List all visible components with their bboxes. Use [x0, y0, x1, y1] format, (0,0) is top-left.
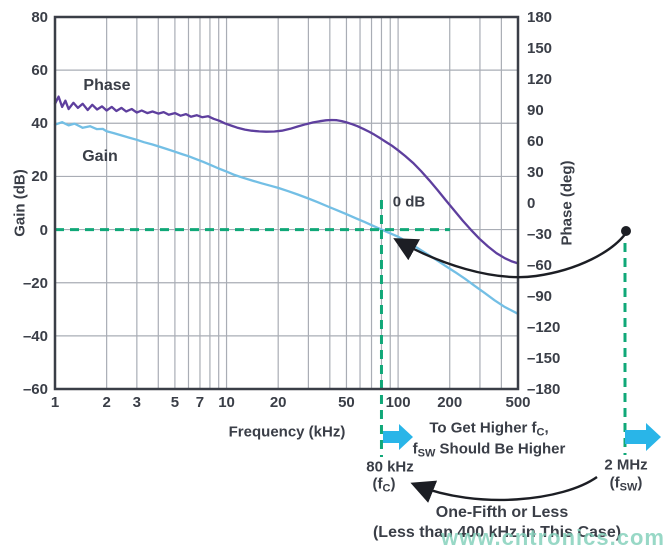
one-fifth-note-line2: (Less than 400 kHz in This Case) — [372, 524, 622, 541]
switching-frequency-label: 2 MHz — [604, 456, 648, 474]
gain-tick-label: –40 — [22, 327, 48, 345]
gain-tick-label: 40 — [31, 115, 48, 133]
phase-curve — [53, 95, 520, 265]
phase-tick-label: 30 — [527, 164, 544, 181]
phase-tick-label: –60 — [527, 257, 553, 274]
gain-tick-label: 0 — [39, 221, 48, 239]
left-y-axis-title: Gain (dB) — [11, 169, 29, 237]
x-tick-label: 5 — [170, 394, 180, 411]
phase-tick-label: 60 — [527, 133, 544, 150]
x-tick-label: 10 — [218, 394, 235, 411]
x-tick-label: 7 — [195, 394, 205, 411]
x-tick-label: 2 — [102, 394, 111, 411]
phase-tick-label: 180 — [527, 9, 553, 26]
phase-tick-label: 150 — [527, 40, 553, 57]
crossover-frequency-label: 80 kHz — [366, 458, 414, 476]
phase-tick-label: 120 — [527, 71, 553, 88]
switching-right-arrow-icon — [625, 423, 661, 451]
right-y-axis-title: Phase (deg) — [558, 160, 576, 246]
gain-tick-label: –20 — [22, 274, 48, 292]
x-tick-label: 100 — [385, 394, 411, 411]
gain-curve — [53, 121, 520, 315]
one-fifth-arrow — [410, 476, 598, 503]
gain-tick-label: 20 — [31, 168, 48, 186]
phase-tick-label: 0 — [527, 195, 536, 212]
x-tick-label: 50 — [338, 394, 355, 411]
phase-tick-label: 90 — [527, 102, 544, 119]
phase-tick-label: –90 — [527, 288, 553, 305]
phase-tick-label: –180 — [527, 381, 561, 398]
crossover-fc-label: (fC) — [372, 475, 396, 495]
x-tick-label: 20 — [269, 394, 287, 411]
note-higher-fc-line2: fSW Should Be Higher — [412, 440, 566, 460]
one-fifth-note-line1: One-Fifth or Less — [435, 504, 569, 521]
phase-series-label: Phase — [83, 77, 131, 94]
phase-tick-label: –30 — [527, 226, 553, 243]
fsw-point-dot — [621, 226, 631, 236]
x-tick-label: 1 — [50, 394, 60, 411]
x-tick-label: 3 — [132, 394, 142, 411]
zero-db-annotation: 0 dB — [392, 193, 426, 211]
gain-series-label: Gain — [82, 148, 118, 165]
plot-border — [53, 15, 520, 391]
note-higher-fc-line1: To Get Higher fC, — [429, 419, 549, 439]
phase-tick-label: –150 — [527, 350, 561, 367]
x-axis-title: Frequency (kHz) — [228, 423, 346, 441]
gain-tick-label: –60 — [22, 381, 48, 398]
gain-tick-label: 60 — [31, 62, 48, 80]
fsw-to-crossover-arrow — [393, 232, 627, 279]
phase-tick-label: –120 — [527, 319, 561, 336]
x-tick-label: 200 — [437, 394, 463, 411]
crossover-right-arrow-icon — [383, 424, 413, 450]
x-tick-label: 500 — [505, 394, 531, 411]
switching-fsw-label: (fSW) — [609, 474, 643, 494]
gain-tick-label: 80 — [31, 9, 48, 26]
watermark: www.cntronics.com — [440, 525, 665, 550]
